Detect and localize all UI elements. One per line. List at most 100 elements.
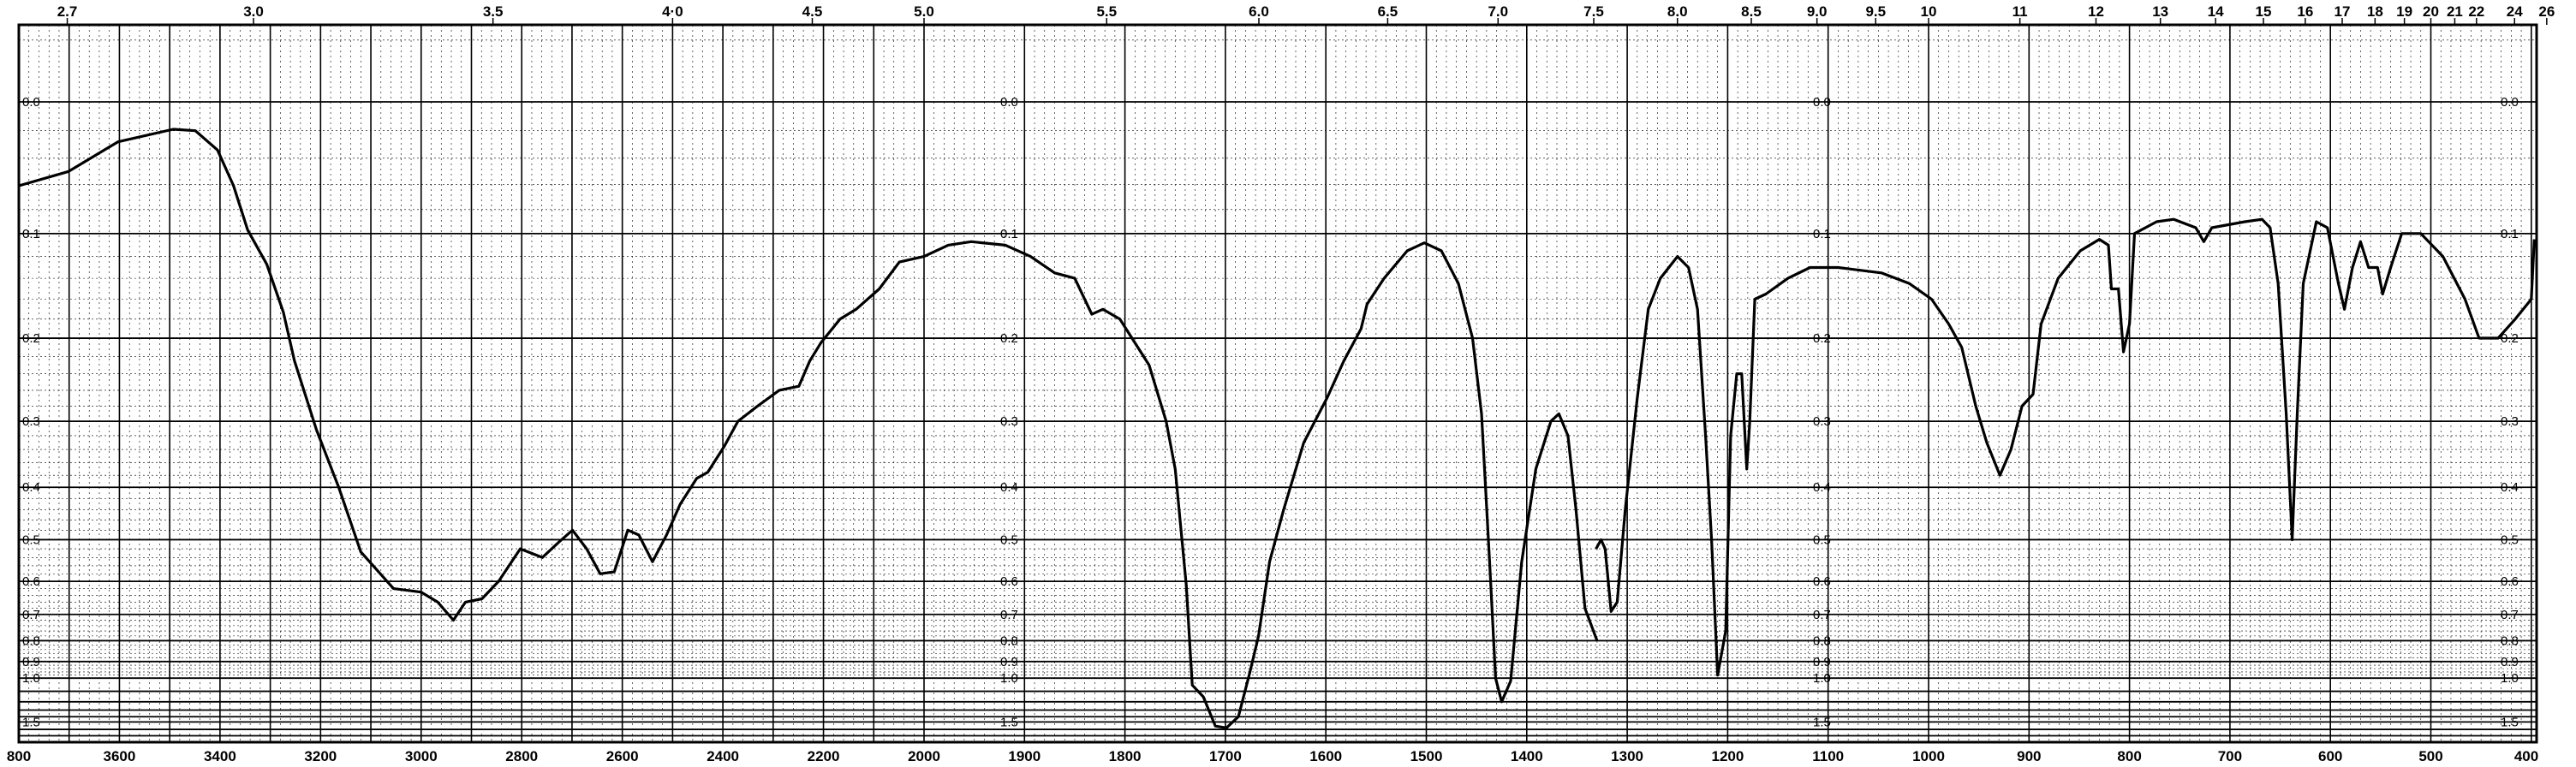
top-tick-label: 20 [2423, 3, 2439, 20]
plot-frame [17, 23, 2538, 744]
y-tick-label: 0.7 [1813, 608, 1831, 622]
x-tick-label: 600 [2318, 748, 2342, 764]
x-axis-wavenumber-labels: 800 3600 3400 3200 3000 2800 2600 2400 2200 2000 1… [7, 748, 2538, 764]
y-tick-label: 0.6 [22, 574, 40, 589]
top-tick-label: 4.5 [802, 3, 823, 20]
y-tick-label: 0.4 [1813, 480, 1831, 495]
y-tick-label: 0.3 [2501, 414, 2519, 429]
x-tick-label: 1300 [1611, 748, 1643, 764]
spectrum-trace [18, 128, 2536, 729]
top-tick-label: 9.5 [1865, 3, 1886, 20]
x-tick-label: 900 [2017, 748, 2041, 764]
x-axis-wavelength-labels: 2.7 3.0 3.5 4·0 4.5 5.0 5.5 6.0 6.5 7.0 7.5 8.0 8.5 9… [57, 3, 2555, 25]
top-tick-label: 3.0 [243, 3, 264, 20]
top-tick-label: 8.5 [1741, 3, 1762, 20]
y-tick-label: 1.5 [1813, 715, 1831, 729]
x-tick-label: 2000 [908, 748, 940, 764]
top-tick-label: 24 [2507, 3, 2523, 20]
y-tick-label: 0.0 [2501, 95, 2519, 110]
y-tick-label: 0.7 [2501, 608, 2519, 622]
x-tick-label: 3200 [304, 748, 337, 764]
x-tick-label: 700 [2218, 748, 2242, 764]
x-tick-label: 2200 [808, 748, 840, 764]
y-tick-label: 1.0 [1813, 671, 1831, 686]
y-tick-label: 0.9 [2501, 655, 2519, 669]
top-tick-label: 19 [2396, 3, 2412, 20]
top-tick-label: 5.0 [914, 3, 934, 20]
y-tick-label: 0.6 [1813, 574, 1831, 589]
x-tick-label: 400 [2514, 748, 2538, 764]
x-tick-label: 1400 [1511, 748, 1543, 764]
x-tick-label: 3000 [405, 748, 438, 764]
y-tick-label: 0.6 [2501, 574, 2519, 589]
y-tick-label: 0.9 [1000, 655, 1018, 669]
x-tick-label: 800 [7, 748, 31, 764]
top-tick-label: 16 [2297, 3, 2313, 20]
x-tick-label: 3400 [204, 748, 236, 764]
top-tick-label: 7.5 [1583, 3, 1604, 20]
y-tick-label: 0.2 [22, 331, 40, 346]
y-tick-label: 0.1 [1000, 227, 1018, 241]
y-tick-label: 0.5 [1000, 532, 1018, 547]
top-tick-label: 17 [2334, 3, 2351, 20]
y-tick-label: 0.6 [1000, 574, 1018, 589]
spectrum-line-segment [18, 128, 1599, 729]
y-tick-label: 0.9 [1813, 655, 1831, 669]
x-tick-label: 500 [2418, 748, 2442, 764]
y-tick-label: 0.1 [2501, 227, 2519, 241]
y-tick-label: 0.4 [2501, 480, 2519, 495]
top-tick-label: 22 [2468, 3, 2484, 20]
y-tick-label: 0.0 [22, 95, 40, 110]
top-tick-label: 11 [2012, 3, 2028, 20]
top-tick-label: 15 [2256, 3, 2272, 20]
x-tick-label: 1000 [1912, 748, 1945, 764]
y-tick-label: 1.5 [2501, 715, 2519, 729]
y-tick-label: 0.4 [22, 480, 40, 495]
y-tick-label: 0.1 [22, 227, 40, 241]
y-tick-label: 0.1 [1813, 227, 1831, 241]
top-tick-label: 18 [2367, 3, 2383, 20]
y-tick-label: 0.4 [1000, 480, 1018, 495]
y-tick-label: 1.5 [22, 715, 40, 729]
grid [18, 25, 2537, 742]
y-tick-label: 0.9 [22, 655, 40, 669]
top-tick-label: 4·0 [662, 3, 683, 20]
top-tick-label: 13 [2152, 3, 2168, 20]
top-tick-label: 6.0 [1249, 3, 1269, 20]
top-tick-label: 5.5 [1096, 3, 1117, 20]
top-tick-label: 7.0 [1488, 3, 1508, 20]
y-tick-label: 0.8 [22, 633, 40, 648]
y-tick-label: 1.0 [1000, 671, 1018, 686]
x-tick-label: 2400 [707, 748, 739, 764]
y-tick-label: 0.3 [1813, 414, 1831, 429]
y-tick-label: 0.7 [22, 608, 40, 622]
y-tick-label: 0.0 [1000, 95, 1018, 110]
x-tick-label: 1100 [1812, 748, 1844, 764]
top-tick-label: 21 [2447, 3, 2463, 20]
y-tick-label: 0.8 [1000, 633, 1018, 648]
top-tick-label: 3.5 [483, 3, 504, 20]
y-tick-label: 0.5 [1813, 532, 1831, 547]
y-tick-label: 0.8 [2501, 633, 2519, 648]
top-tick-label: 10 [1921, 3, 1937, 20]
y-tick-label: 0.8 [1813, 633, 1831, 648]
top-tick-label: 26 [2538, 3, 2555, 20]
x-tick-label: 2800 [505, 748, 538, 764]
x-tick-label: 1200 [1711, 748, 1744, 764]
x-tick-label: 1900 [1008, 748, 1041, 764]
top-tick-label: 12 [2088, 3, 2104, 20]
y-tick-label: 0.5 [22, 532, 40, 547]
top-tick-label: 14 [2208, 3, 2224, 20]
spectrum-line-segment [1595, 217, 2536, 677]
frame-border [17, 23, 2538, 744]
top-tick-label: 9.0 [1807, 3, 1828, 20]
x-tick-label: 3600 [104, 748, 136, 764]
y-tick-label: 0.5 [2501, 532, 2519, 547]
x-tick-label: 2600 [606, 748, 639, 764]
y-axis-absorbance-labels: 0.0 0.1 0.2 0.3 0.4 0.5 0.6 0.7 0.8 0.9 1.0 1.5 0.0 0… [22, 95, 2519, 729]
y-tick-label: 1.0 [2501, 671, 2519, 686]
y-tick-label: 0.2 [1813, 331, 1831, 346]
y-tick-label: 0.0 [1813, 95, 1831, 110]
top-tick-label: 8.0 [1667, 3, 1688, 20]
